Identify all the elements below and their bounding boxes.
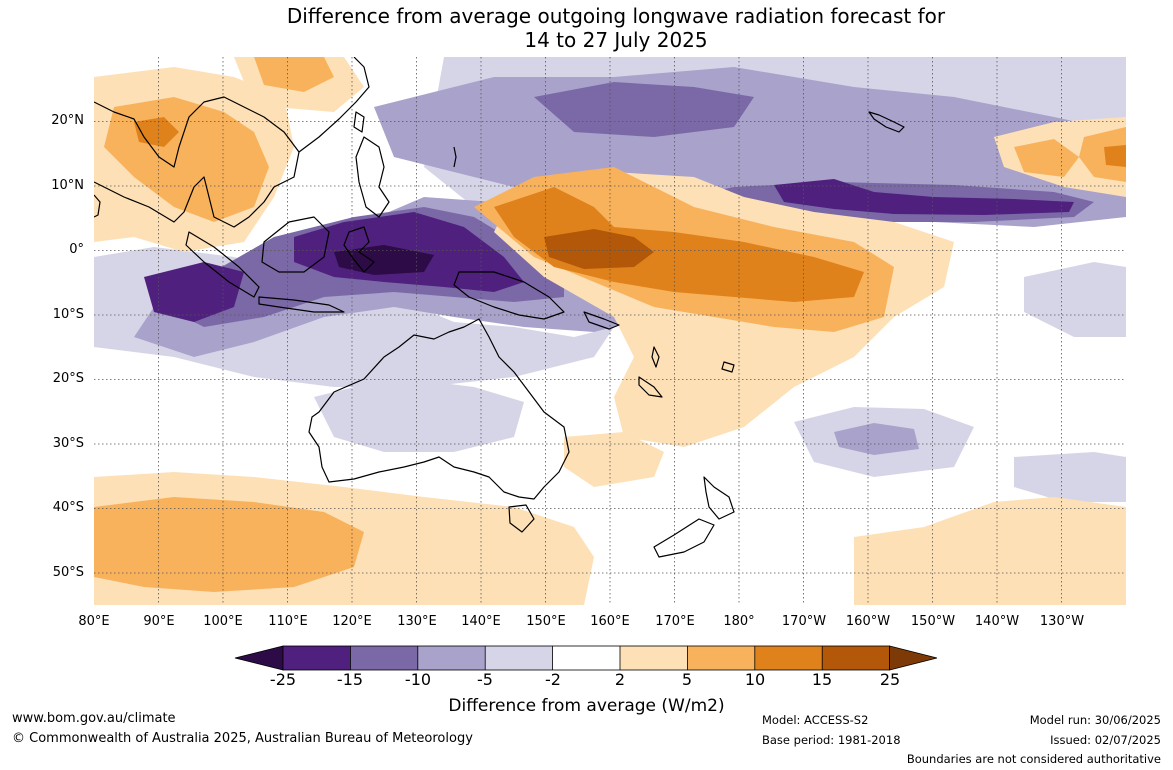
china-coast bbox=[298, 57, 370, 153]
anomaly-region-far-northeast-moderate-positive bbox=[1104, 145, 1126, 167]
map-title-line-2: 14 to 27 July 2025 bbox=[524, 28, 708, 52]
colorbar-bin-minus10-minus5 bbox=[417, 646, 486, 670]
anomaly-region-east-pacific-weak-negative bbox=[1014, 452, 1126, 502]
mainland-asia-coastline bbox=[94, 96, 300, 228]
anomaly-region-mid-pacific-moderate-negative bbox=[834, 423, 919, 455]
lon-label-110e: 110°E bbox=[268, 614, 308, 629]
colorbar-extend-high bbox=[889, 645, 938, 671]
footer-copyright: © Commonwealth of Australia 2025, Austra… bbox=[12, 731, 473, 746]
hawaii-coastline bbox=[868, 111, 905, 133]
lon-label-150e: 150°E bbox=[526, 614, 566, 629]
australia-coastline bbox=[308, 318, 570, 500]
colorbar-tick-25: 25 bbox=[879, 670, 901, 689]
lon-label-140e: 140°E bbox=[461, 614, 501, 629]
map-panel bbox=[94, 57, 1126, 605]
colorbar-dividers bbox=[282, 645, 890, 671]
footer-model-run: Model run: 30/06/2025 bbox=[1029, 713, 1161, 727]
anomaly-region-philippines-strong-negative bbox=[534, 82, 754, 137]
colorbar-bin-5-10 bbox=[687, 646, 755, 670]
footer-website-link[interactable]: www.bom.gov.au/climate bbox=[12, 711, 176, 726]
footer-model: Model: ACCESS-S2 bbox=[762, 713, 869, 727]
colorbar-tick-minus10: -10 bbox=[404, 670, 432, 689]
anomaly-map bbox=[94, 57, 1126, 605]
lon-label-180: 180° bbox=[723, 614, 755, 629]
footer-issued: Issued: 02/07/2025 bbox=[1050, 733, 1161, 747]
new-guinea-coastline bbox=[453, 271, 565, 320]
lat-label-50s: 50°S bbox=[52, 565, 84, 580]
new-zealand-north-coastline bbox=[703, 476, 735, 520]
sumatra-coastline bbox=[185, 231, 260, 298]
java-coastline bbox=[258, 296, 345, 313]
solomon-islands-coastline bbox=[583, 311, 620, 330]
colorbar-tick-15: 15 bbox=[811, 670, 833, 689]
lon-label-140w: 140°W bbox=[974, 614, 1020, 629]
sulawesi-coastline bbox=[343, 226, 375, 273]
borneo-coastline bbox=[261, 216, 330, 273]
lon-label-100e: 100°E bbox=[203, 614, 243, 629]
footer-base-period: Base period: 1981-2018 bbox=[762, 733, 901, 747]
colorbar bbox=[234, 645, 938, 671]
lon-label-130w: 130°W bbox=[1039, 614, 1085, 629]
colorbar-bin-minus15-minus10 bbox=[350, 646, 418, 670]
anomaly-region-equatorial-pacific-moderate-positive bbox=[494, 187, 864, 302]
colorbar-bin-15-25 bbox=[822, 646, 890, 670]
anomaly-region-itcz-very-strong-negative bbox=[774, 179, 1074, 215]
anomaly-region-australia-weak-negative bbox=[314, 377, 524, 452]
colorbar-extend-low bbox=[234, 645, 284, 671]
colorbar-bin-10-15 bbox=[754, 646, 823, 670]
coastlines bbox=[94, 57, 905, 558]
map-title-line-1: Difference from average outgoing longwav… bbox=[286, 4, 946, 28]
lon-label-90e: 90°E bbox=[143, 614, 175, 629]
lon-label-170e: 170°E bbox=[655, 614, 695, 629]
colorbar-tick-10: 10 bbox=[744, 670, 766, 689]
sri-lanka-coastline bbox=[94, 194, 101, 218]
lon-label-160e: 160°E bbox=[590, 614, 630, 629]
colorbar-tick-minus5: -5 bbox=[477, 670, 493, 689]
vanuatu-coastline bbox=[651, 346, 660, 368]
anomaly-region-equatorial-pacific-strong-positive bbox=[544, 229, 654, 269]
colorbar-bin-minus5-minus2 bbox=[485, 646, 553, 670]
colorbar-title: Difference from average (W/m2) bbox=[448, 696, 725, 716]
anomaly-region-south-china-positive bbox=[254, 57, 334, 92]
colorbar-tick-2: 2 bbox=[614, 670, 626, 689]
colorbar-tick-minus2: -2 bbox=[545, 670, 561, 689]
anomaly-region-southern-ocean-positive bbox=[94, 497, 364, 592]
footer-disclaimer: Boundaries are not considered authoritat… bbox=[906, 752, 1161, 766]
anomaly-region-far-northeast-positive bbox=[1079, 127, 1126, 182]
lon-label-130e: 130°E bbox=[397, 614, 437, 629]
colorbar-tick-5: 5 bbox=[681, 670, 693, 689]
anomaly-region-northeast-pacific-positive bbox=[1014, 139, 1079, 177]
anomaly-region-southeast-weak-negative bbox=[1024, 262, 1126, 337]
lon-label-170w: 170°W bbox=[781, 614, 827, 629]
lat-label-20s: 20°S bbox=[52, 371, 84, 386]
graticule bbox=[94, 57, 1126, 605]
lon-label-80e: 80°E bbox=[78, 614, 110, 629]
fiji-coastline bbox=[721, 361, 735, 373]
new-zealand-south-coastline bbox=[653, 518, 715, 558]
map-title: Difference from average outgoing longwav… bbox=[0, 4, 1173, 52]
lat-label-10n: 10°N bbox=[51, 178, 84, 193]
colorbar-bin-minus2-2 bbox=[552, 646, 620, 670]
mariana-islands-coastline bbox=[453, 146, 457, 168]
lat-label-equator: 0° bbox=[69, 242, 84, 257]
lat-label-20n: 20°N bbox=[51, 113, 84, 128]
philippines-coastline bbox=[355, 136, 390, 218]
taiwan-coastline bbox=[353, 111, 365, 133]
lon-label-160w: 160°W bbox=[845, 614, 891, 629]
tasmania-coastline bbox=[508, 504, 535, 533]
lat-label-40s: 40°S bbox=[52, 500, 84, 515]
anomaly-region-java-sea-very-strong-negative bbox=[144, 262, 244, 322]
colorbar-tick-minus15: -15 bbox=[336, 670, 364, 689]
lat-label-10s: 10°S bbox=[52, 307, 84, 322]
lon-label-120e: 120°E bbox=[332, 614, 372, 629]
colorbar-bin-2-5 bbox=[620, 646, 688, 670]
colorbar-bin-minus25-minus15 bbox=[283, 646, 351, 670]
new-caledonia-coastline bbox=[638, 376, 663, 398]
lon-label-150w: 150°W bbox=[910, 614, 956, 629]
anomaly-region-south-tasman-weak-positive bbox=[564, 432, 664, 487]
anomaly-region-southeast-pacific-weak-positive bbox=[854, 497, 1126, 605]
colorbar-tick-minus25: -25 bbox=[269, 670, 297, 689]
lat-label-30s: 30°S bbox=[52, 436, 84, 451]
